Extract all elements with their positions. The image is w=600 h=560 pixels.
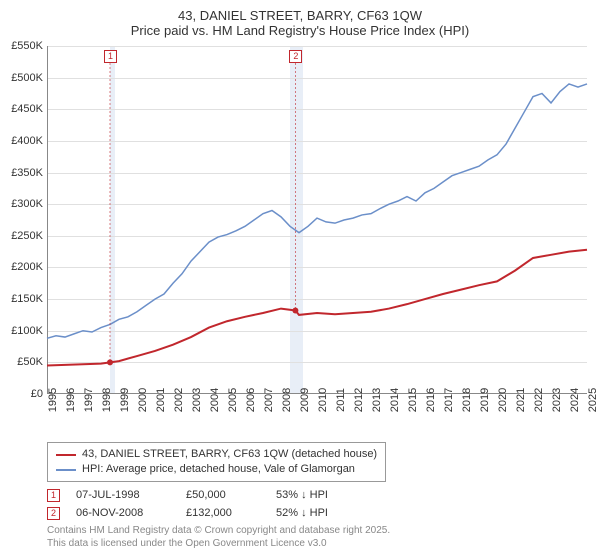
title-line2: Price paid vs. HM Land Registry's House … [0,23,600,38]
chart-svg [47,46,587,394]
marker-label: 2 [289,50,302,63]
x-tick-label: 2025 [587,388,599,412]
y-tick-label: £500K [11,72,43,84]
x-tick-label: 2018 [461,388,473,412]
y-tick-label: £100K [11,325,43,337]
legend-label: HPI: Average price, detached house, Vale… [82,462,355,477]
y-tick-label: £550K [11,40,43,52]
event-date: 07-JUL-1998 [76,489,186,501]
series-hpi [47,84,587,338]
event-marker: 1 [47,489,60,502]
x-tick-label: 2002 [173,388,185,412]
legend-swatch [56,469,76,471]
x-tick-label: 1997 [83,388,95,412]
x-tick-label: 1999 [119,388,131,412]
x-tick-label: 2020 [497,388,509,412]
legend-swatch [56,454,76,456]
legend: 43, DANIEL STREET, BARRY, CF63 1QW (deta… [47,442,386,482]
x-tick-label: 2019 [479,388,491,412]
chart-container: 43, DANIEL STREET, BARRY, CF63 1QW Price… [0,0,600,560]
event-price: £50,000 [186,489,276,501]
x-tick-label: 2001 [155,388,167,412]
x-tick-label: 2009 [299,388,311,412]
x-tick-label: 2023 [551,388,563,412]
copyright: Contains HM Land Registry data © Crown c… [47,524,390,550]
title: 43, DANIEL STREET, BARRY, CF63 1QW Price… [0,0,600,42]
series-price_paid [47,250,587,366]
legend-item: HPI: Average price, detached house, Vale… [56,462,377,477]
x-tick-label: 1998 [101,388,113,412]
legend-item: 43, DANIEL STREET, BARRY, CF63 1QW (deta… [56,447,377,462]
x-tick-label: 2024 [569,388,581,412]
x-tick-label: 2010 [317,388,329,412]
x-tick-label: 1996 [65,388,77,412]
event-price: £132,000 [186,507,276,519]
y-tick-label: £450K [11,103,43,115]
copyright-line1: Contains HM Land Registry data © Crown c… [47,524,390,537]
x-axis: 1995199619971998199920002001200220032004… [47,394,587,444]
x-tick-label: 2007 [263,388,275,412]
x-tick-label: 2003 [191,388,203,412]
y-tick-label: £250K [11,230,43,242]
x-tick-label: 2014 [389,388,401,412]
y-tick-label: £300K [11,198,43,210]
x-tick-label: 2013 [371,388,383,412]
x-tick-label: 2021 [515,388,527,412]
copyright-line2: This data is licensed under the Open Gov… [47,537,390,550]
y-tick-label: £150K [11,293,43,305]
y-tick-label: £200K [11,261,43,273]
x-tick-label: 2006 [245,388,257,412]
event-pct: 52% ↓ HPI [276,507,396,519]
x-tick-label: 2008 [281,388,293,412]
event-row: 2 06-NOV-2008£132,00052% ↓ HPI [47,504,396,522]
event-list: 1 07-JUL-1998£50,00053% ↓ HPI 2 06-NOV-2008… [47,486,396,522]
title-line1: 43, DANIEL STREET, BARRY, CF63 1QW [0,8,600,23]
x-tick-label: 2000 [137,388,149,412]
x-tick-label: 2012 [353,388,365,412]
y-tick-label: £400K [11,135,43,147]
x-tick-label: 2004 [209,388,221,412]
x-tick-label: 2015 [407,388,419,412]
x-tick-label: 2017 [443,388,455,412]
y-tick-label: £350K [11,167,43,179]
y-tick-label: £50K [17,356,43,368]
event-marker: 2 [47,507,60,520]
marker-label: 1 [104,50,117,63]
y-axis: £0£50K£100K£150K£200K£250K£300K£350K£400… [0,46,47,394]
event-date: 06-NOV-2008 [76,507,186,519]
y-tick-label: £0 [31,388,43,400]
x-tick-label: 2005 [227,388,239,412]
x-tick-label: 2011 [335,388,347,412]
x-tick-label: 2016 [425,388,437,412]
event-pct: 53% ↓ HPI [276,489,396,501]
x-tick-label: 2022 [533,388,545,412]
plot-area: 12 [47,46,587,394]
legend-label: 43, DANIEL STREET, BARRY, CF63 1QW (deta… [82,447,377,462]
event-row: 1 07-JUL-1998£50,00053% ↓ HPI [47,486,396,504]
x-tick-label: 1995 [47,388,59,412]
